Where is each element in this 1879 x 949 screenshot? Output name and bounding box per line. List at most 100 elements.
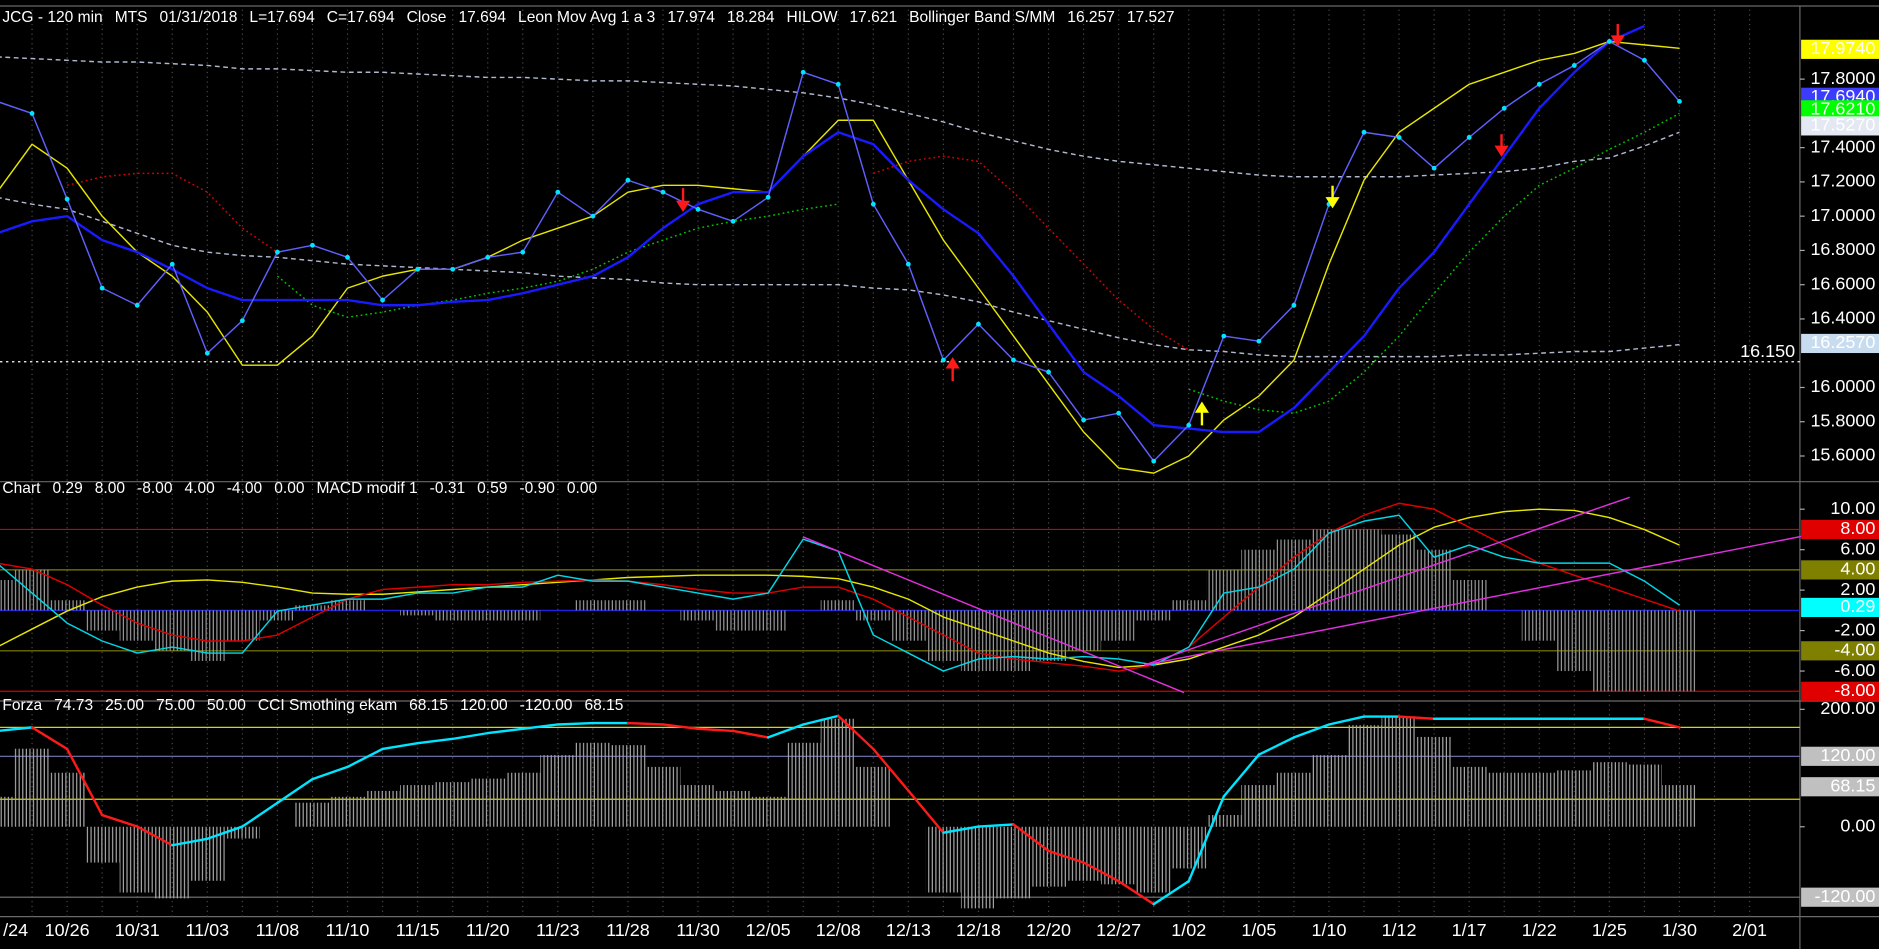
value-box: [1801, 777, 1879, 797]
histogram-bar: [505, 772, 541, 827]
legend-text: 17.527: [1127, 9, 1175, 26]
value-box: [1801, 887, 1879, 907]
histogram-bar: [1171, 600, 1207, 611]
histogram-bar: [1136, 610, 1172, 621]
histogram-bar: [294, 802, 330, 827]
line-segment: [416, 737, 454, 745]
histogram-bar: [259, 610, 295, 621]
line-segment: [346, 747, 384, 769]
data-point: [765, 194, 771, 200]
histogram-bar: [365, 790, 401, 827]
data-point: [64, 196, 70, 202]
legend-text: 120.00: [460, 697, 508, 714]
data-point: [1081, 417, 1086, 423]
y-tick-label: 16.0000: [1810, 376, 1875, 396]
line-segment: [1397, 715, 1436, 720]
histogram-bar: [960, 610, 996, 672]
x-tick-label: 1/05: [1241, 920, 1276, 940]
value-box-label: -8.00: [1834, 680, 1875, 700]
panel-plot: [0, 24, 1800, 474]
x-tick-label: 10/31: [115, 920, 160, 940]
data-point: [905, 261, 911, 267]
line-segment: [206, 825, 244, 840]
histogram-bar: [119, 610, 155, 641]
data-point: [1291, 302, 1297, 308]
histogram-bar: [1171, 826, 1207, 869]
line-segment: [1082, 861, 1120, 883]
x-tick-label: 11/20: [466, 920, 510, 940]
histogram-bar: [1031, 826, 1067, 887]
data-point: [1501, 105, 1507, 111]
trend-lines: [802, 496, 1879, 694]
histogram-bar: [1416, 549, 1452, 611]
histogram-bar: [224, 610, 260, 641]
histogram-bar: [470, 610, 506, 621]
x-tick-label: 1/22: [1522, 920, 1557, 940]
legend-text: 25.00: [105, 697, 144, 714]
legend-text: -0.90: [519, 480, 555, 497]
line-segment: [451, 731, 489, 741]
x-tick-label: 12/20: [1026, 920, 1071, 940]
histogram-bar: [1206, 569, 1242, 611]
y-tick-label: 15.8000: [1810, 410, 1875, 430]
histogram-bar: [84, 610, 120, 631]
sell-arrow: [1494, 134, 1509, 157]
data-point: [415, 266, 421, 272]
histogram-bar: [1066, 826, 1102, 881]
data-point: [345, 254, 350, 260]
buy-arrow: [945, 357, 960, 382]
histogram-bar: [960, 826, 996, 909]
value-box: [1801, 681, 1879, 701]
series-line: [0, 502, 1680, 672]
histogram-bar: [820, 600, 856, 611]
value-box-label: 17.5270: [1810, 115, 1875, 135]
data-point: [1011, 357, 1016, 363]
data-point: [976, 321, 981, 327]
line-segment: [1643, 717, 1681, 729]
legend-text: 4.00: [184, 480, 215, 497]
value-box: [1801, 746, 1879, 766]
histogram-bar: [505, 610, 541, 621]
histogram-bar: [1486, 772, 1522, 827]
histogram-bar: [1206, 815, 1242, 827]
y-tick-label: 16.8000: [1810, 239, 1875, 259]
value-box-label: 4.00: [1840, 559, 1875, 579]
panel-plot: [0, 714, 1800, 909]
x-tick-label: 1/02: [1171, 920, 1206, 940]
x-tick-label: 1/12: [1382, 920, 1417, 940]
histogram-bar: [435, 782, 471, 827]
sell-arrow: [675, 188, 691, 213]
data-point: [1642, 57, 1647, 63]
legend-text: -8.00: [137, 480, 173, 497]
legend-text: L=17.694: [249, 9, 315, 26]
histogram-bar: [435, 610, 471, 621]
histogram-bar: [1416, 736, 1452, 827]
histogram-bar: [855, 610, 891, 621]
histogram-bar: [925, 826, 961, 893]
line-segment: [872, 747, 910, 792]
x-tick-label: 1/30: [1662, 920, 1697, 940]
histogram-bar: [680, 785, 716, 827]
x-tick-label: 12/13: [886, 920, 931, 940]
value-box: [1801, 641, 1879, 661]
y-tick-label: 6.00: [1840, 538, 1875, 558]
legend-text: 0.59: [477, 480, 507, 497]
line-segment: [100, 813, 139, 828]
histogram-bar: [1381, 716, 1417, 827]
data-point: [450, 266, 456, 272]
value-box: [1801, 519, 1879, 540]
histogram-bar: [400, 610, 436, 616]
histogram-bar: [14, 748, 50, 827]
line-segment: [837, 714, 875, 751]
histogram-bar: [575, 742, 611, 827]
legend-text: Leon Mov Avg 1 a 3: [518, 9, 655, 26]
series-line: [66, 155, 1190, 351]
histogram-bar: [1276, 772, 1312, 827]
histogram-bar: [855, 766, 891, 827]
data-point: [730, 218, 736, 224]
histogram-bar: [119, 826, 155, 893]
value-box: [1801, 100, 1879, 120]
histogram-bar: [1591, 610, 1627, 692]
